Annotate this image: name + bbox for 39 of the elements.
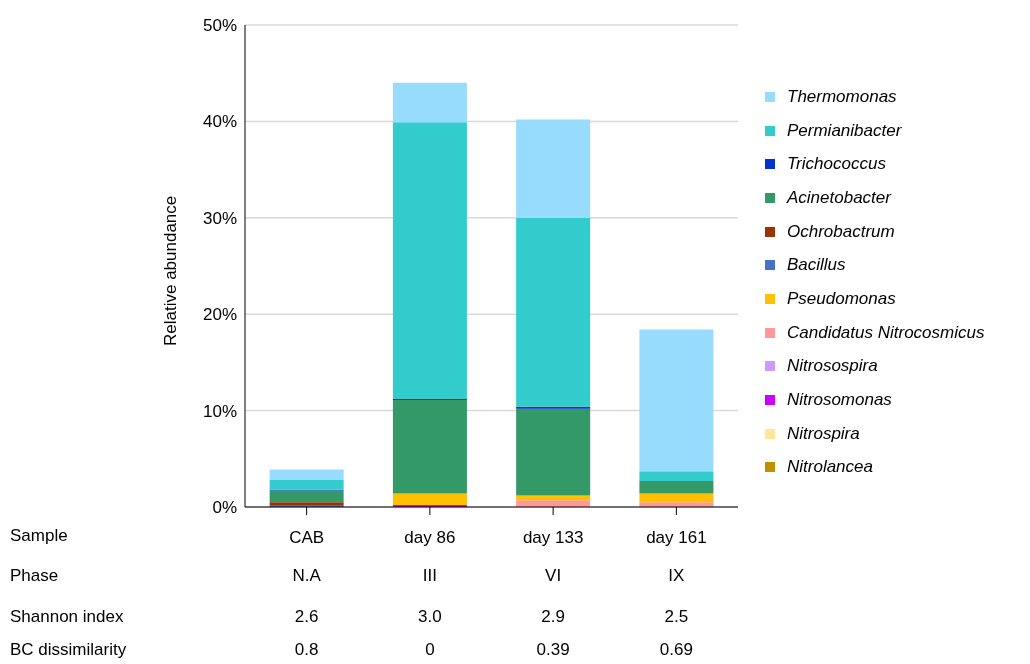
text: 3.0	[417, 607, 443, 627]
x-tick-label: CAB	[289, 528, 325, 548]
y-axis-title: Relative abundance	[161, 195, 181, 346]
y-tick-label: 10%	[202, 401, 237, 421]
legend-label: Candidatus Nitrocosmicus	[787, 322, 985, 343]
text: 0.39	[535, 640, 571, 660]
y-tick-label: 40%	[202, 112, 237, 132]
text: IX	[667, 566, 686, 586]
y-tick-label: 20%	[202, 305, 237, 325]
legend-label: Trichococcus	[787, 154, 886, 175]
x-tick-label: day 86	[404, 528, 456, 548]
legend-label: Thermomonas	[787, 86, 897, 107]
legend-label: Nitrolancea	[787, 457, 873, 478]
text: Shannon index	[10, 607, 124, 627]
y-tick-label: 30%	[202, 208, 237, 228]
legend-label: Nitrosospira	[787, 356, 878, 377]
text: 0.8	[293, 640, 320, 660]
legend-label: Nitrospira	[787, 423, 860, 444]
legend-label: Pseudomonas	[787, 288, 896, 309]
text: 0	[424, 640, 436, 660]
text: VI	[544, 566, 563, 586]
legend-label: Ochrobactrum	[787, 221, 895, 242]
text: 2.9	[540, 607, 566, 627]
text: 2.5	[663, 607, 690, 627]
text: 2.6	[293, 607, 320, 627]
y-tick-label: 0%	[212, 498, 237, 518]
text: 0.69	[658, 640, 694, 660]
x-tick-label: day 161	[646, 528, 707, 548]
legend-label: Acinetobacter	[787, 187, 891, 208]
text: BC dissimilarity	[10, 640, 127, 660]
text: III	[421, 566, 438, 586]
text: N.A	[291, 566, 322, 586]
legend-label: Bacillus	[787, 255, 846, 276]
text: Sample	[10, 526, 68, 546]
legend-label: Permianibacter	[787, 120, 902, 141]
legend-label: Nitrosomonas	[787, 390, 892, 411]
y-tick-label: 50%	[202, 16, 237, 36]
text: Phase	[10, 566, 59, 586]
x-tick-label: day 133	[522, 528, 584, 548]
